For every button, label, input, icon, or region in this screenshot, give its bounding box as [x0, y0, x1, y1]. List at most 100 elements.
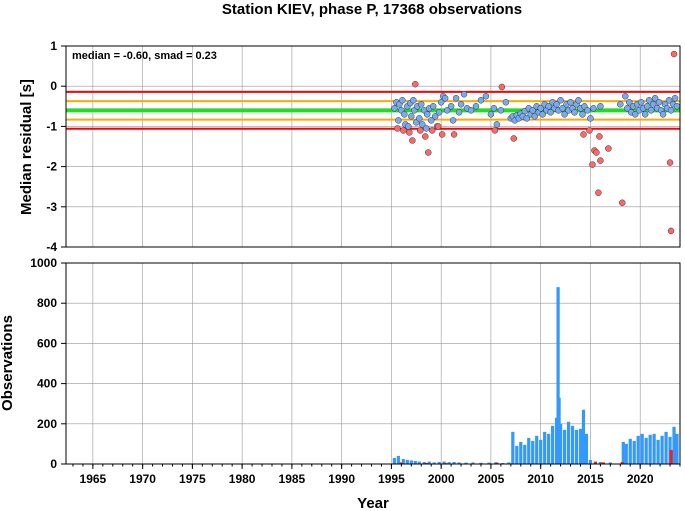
residual-point: [670, 50, 678, 58]
residual-point: [424, 149, 432, 156]
observation-bar: [672, 426, 676, 464]
residual-point: [449, 117, 457, 124]
residual-point: [429, 103, 437, 110]
chart-title: Station KIEV, phase P, 17368 observation…: [222, 1, 522, 18]
residual-point: [391, 105, 398, 112]
residual-point: [452, 95, 460, 102]
observation-bar: [574, 429, 579, 464]
residual-point: [624, 105, 631, 112]
median-annotation: median = -0.60, smad = 0.23: [72, 50, 217, 62]
residual-point: [498, 83, 506, 91]
y-tick-label: 400: [37, 377, 57, 391]
residual-point: [419, 121, 426, 128]
residual-point: [596, 133, 603, 140]
y-tick-label: 1: [50, 39, 57, 53]
residual-point: [666, 159, 674, 166]
observation-bar: [628, 438, 632, 464]
residual-point: [643, 103, 651, 110]
observation-bar: [648, 434, 652, 464]
residual-y-ticks: 1 0 -1 -2 -3 -4: [46, 39, 66, 254]
residual-point: [595, 189, 602, 196]
residual-points: [391, 50, 681, 235]
residual-point: [400, 127, 407, 134]
residual-point: [579, 111, 586, 118]
x-tick-label: 1990: [328, 472, 355, 486]
observation-bar: [558, 423, 563, 464]
observation-bar: [507, 462, 511, 464]
residual-point: [510, 135, 518, 142]
residual-point: [559, 105, 566, 112]
residual-point: [455, 109, 463, 116]
observation-bar: [396, 455, 400, 464]
observation-bar: [515, 445, 519, 464]
observation-bar: [527, 437, 531, 464]
residual-point: [622, 93, 629, 100]
residual-point: [575, 97, 582, 104]
residual-point: [490, 105, 498, 112]
y-tick-label: 600: [37, 336, 57, 350]
observation-bar: [457, 462, 461, 464]
y-tick-label: -4: [46, 240, 57, 254]
residual-point: [423, 111, 431, 118]
residual-point: [418, 101, 425, 108]
residual-point: [477, 97, 485, 104]
observation-bar: [392, 457, 396, 464]
observation-bar: [432, 462, 436, 464]
residual-point: [438, 131, 446, 138]
residual-point: [401, 111, 408, 118]
residual-point: [395, 117, 402, 124]
observations-y-ticks: 1000 800 600 400 200 0: [30, 256, 66, 471]
observation-bar: [669, 449, 673, 464]
x-tick-label: 1995: [378, 472, 405, 486]
residual-point: [435, 109, 443, 116]
residual-panel: 1 0 -1 -2 -3 -4 median = -0.60, smad = 0.23 M…: [18, 39, 681, 254]
x-tick-label: 2020: [627, 472, 654, 486]
y-tick-label: 0: [50, 457, 57, 471]
residual-point: [409, 137, 416, 144]
residual-point: [531, 113, 538, 120]
residual-point: [631, 111, 639, 118]
residual-point: [431, 113, 439, 120]
residual-point: [491, 127, 499, 134]
observation-bar: [424, 462, 428, 464]
residual-point: [428, 127, 436, 134]
observation-bar: [523, 444, 527, 464]
observation-bar: [471, 462, 475, 464]
residual-point: [394, 125, 401, 132]
observation-bar: [578, 428, 583, 464]
x-tick-label: 1985: [279, 472, 306, 486]
residual-point: [434, 123, 442, 130]
y-tick-label: 1000: [30, 256, 57, 270]
observation-bar: [664, 431, 668, 464]
residual-point: [437, 99, 445, 106]
x-tick-label: 2010: [527, 472, 554, 486]
reference-lines: [66, 90, 680, 130]
y-tick-label: 800: [37, 296, 57, 310]
observation-bar: [562, 429, 567, 464]
observation-bar: [556, 287, 560, 464]
residual-point: [441, 95, 449, 102]
observation-bars: [392, 287, 679, 464]
residual-point: [671, 95, 679, 102]
observation-bar: [588, 459, 593, 464]
residual-point: [557, 97, 564, 104]
observation-bar: [620, 461, 624, 464]
y-tick-label: -3: [46, 200, 57, 214]
x-tick-label: 2000: [428, 472, 455, 486]
observation-bar: [566, 421, 571, 464]
observation-bar: [584, 433, 589, 464]
observations-frame: [65, 262, 681, 465]
observation-bar: [656, 439, 660, 464]
x-axis-label: Year: [357, 495, 389, 511]
residual-point: [493, 121, 501, 128]
residual-point: [647, 107, 655, 114]
residual-point: [586, 127, 593, 134]
residual-point: [641, 111, 649, 118]
x-tick-label: 2005: [478, 472, 505, 486]
observation-bar: [405, 459, 409, 464]
residual-point: [545, 103, 552, 110]
observation-bar: [409, 460, 413, 464]
residual-point: [617, 101, 624, 108]
residual-point: [567, 99, 574, 106]
